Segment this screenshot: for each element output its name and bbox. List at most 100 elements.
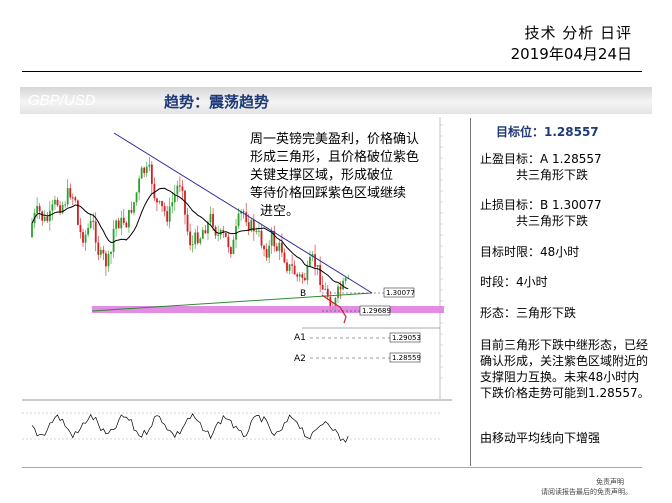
candle-body: [242, 211, 245, 213]
candle-body: [59, 205, 61, 213]
level-a1-value: 1.29053: [392, 334, 421, 342]
candle-body: [230, 247, 232, 254]
candle-body: [156, 198, 158, 203]
level-a2-box: [389, 352, 421, 363]
stop-loss-line-1: 止损目标：B 1.30077: [480, 198, 602, 212]
candle-body: [145, 166, 148, 173]
take-profit: 止盈目标：A 1.28557 共三角形下跌: [480, 151, 602, 183]
panel-divider: [470, 118, 471, 466]
level-a2-value: 1.28559: [392, 354, 421, 362]
candle-body: [153, 183, 156, 199]
moving-average-note: 由移动平均线向下增强: [480, 431, 601, 445]
candle-body: [219, 229, 222, 235]
candle-body: [143, 167, 146, 173]
candle-body: [250, 219, 253, 231]
candle-body: [173, 194, 176, 203]
zone-box: [359, 305, 391, 316]
candle-body: [232, 239, 235, 254]
candle-body: [224, 232, 227, 237]
candle-body: [296, 274, 299, 277]
candle-body: [36, 206, 38, 213]
candle-body: [194, 232, 197, 245]
candle-body: [186, 214, 189, 232]
candle-body: [89, 220, 92, 228]
candle-body: [105, 253, 107, 267]
candle-body: [245, 212, 248, 223]
candle-body: [207, 222, 209, 234]
candle-body: [283, 252, 286, 263]
candle-body: [291, 264, 293, 266]
candle-body: [298, 274, 301, 277]
candle-body: [38, 206, 41, 212]
pattern: 形态：三角形下跌: [480, 306, 577, 320]
candle-body: [255, 230, 258, 232]
candle-body: [337, 286, 339, 299]
level-b-value: 1.30077: [386, 289, 415, 297]
candle-body: [64, 204, 67, 206]
breakout-move: [321, 294, 347, 324]
candle-body: [54, 199, 56, 205]
candle-body: [309, 256, 311, 266]
target-level: 目标位：1.28557: [496, 125, 599, 139]
trend-label: 趋势：震荡趋势: [164, 93, 270, 111]
candle-body: [41, 211, 44, 221]
candle-body: [69, 188, 72, 198]
price-chart-svg: B 1.30077 1.29689 A1 1.29053 A2 1.28559: [22, 117, 452, 443]
candle-body: [128, 209, 130, 228]
candle-body: [258, 230, 260, 232]
candle-body: [66, 188, 69, 205]
candle-body: [199, 238, 202, 244]
timeframe: 时段：4小时: [480, 275, 548, 289]
candle-body: [74, 197, 77, 201]
candle-body: [301, 274, 304, 278]
analysis-summary: 目前三角形下跌中继形态，已经确认形成，关注紫色区域附近的支撑阻力互换。未来48小…: [480, 338, 650, 400]
oscillator-series: [31, 413, 349, 443]
candle-body: [163, 206, 166, 212]
candle-body: [82, 232, 84, 243]
candle-body: [130, 209, 133, 213]
candle-body: [227, 236, 230, 248]
candle-body: [92, 220, 95, 222]
candle-body: [278, 242, 281, 251]
candle-body: [97, 242, 100, 255]
candle-body: [176, 185, 179, 195]
candle-body: [260, 230, 263, 246]
candle-body: [94, 221, 97, 243]
oscillator-line: [31, 413, 349, 443]
annotation-line-1: 周一英镑完美盈利，价格确认: [250, 132, 420, 147]
lower-trendline: [91, 292, 373, 312]
candle-body: [293, 265, 296, 275]
candle-body: [102, 249, 105, 254]
candle-body: [263, 245, 265, 250]
candle-body: [51, 204, 54, 211]
candle-body: [166, 211, 169, 222]
stop-loss: 止损目标：B 1.30077 共三角形下跌: [480, 197, 602, 229]
candle-body: [110, 251, 112, 255]
candle-body: [168, 206, 171, 222]
candle-body: [138, 178, 140, 193]
candle-body: [281, 242, 283, 253]
candle-body: [179, 185, 181, 187]
candle-body: [125, 222, 128, 228]
take-profit-line-1: 止盈目标：A 1.28557: [480, 152, 602, 166]
candle-body: [150, 164, 153, 184]
candle-body: [184, 190, 186, 215]
candle-body: [344, 278, 347, 281]
upper-trendline: [113, 132, 373, 294]
disclaimer-title: 免责声明: [596, 478, 624, 486]
candle-body: [171, 202, 174, 207]
candle-body: [191, 244, 194, 246]
disclaimer-text: 请阅读报告最后的免责声明。: [541, 488, 632, 496]
level-b-label: B: [300, 289, 306, 299]
candle-body: [303, 277, 306, 281]
currency-pair: GBP/USD: [28, 92, 96, 109]
footer-divider: [22, 467, 642, 468]
annotation-line-2: 形成三角形，且价格破位紫色: [250, 150, 420, 165]
moving-average-line: [31, 187, 349, 290]
candle-body: [319, 264, 322, 286]
candle-body: [286, 262, 288, 271]
candle-body: [161, 201, 163, 207]
candle-body: [217, 234, 220, 236]
candle-body: [314, 254, 316, 267]
annotation-line-4: 等待价格回踩紫色区域继续: [250, 186, 407, 201]
